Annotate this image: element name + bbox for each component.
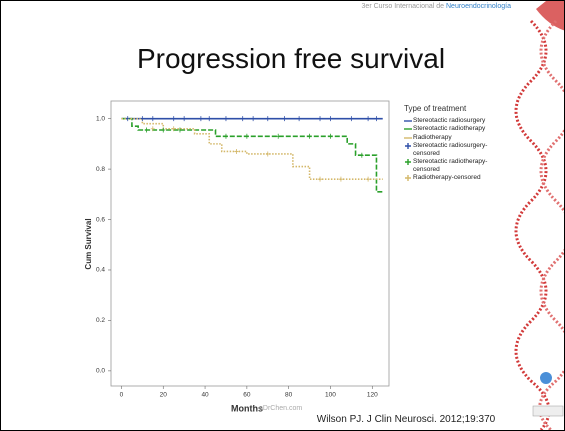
- censor-mark: [366, 177, 370, 182]
- y-axis-label: Cum Survival: [84, 218, 93, 269]
- y-tick-label: 0.0: [96, 368, 105, 375]
- legend-swatch-mark: [405, 175, 411, 181]
- censor-mark: [224, 116, 228, 121]
- legend-swatch: [404, 117, 412, 125]
- x-tick-label: 20: [160, 392, 168, 399]
- survival-curve: [121, 119, 382, 192]
- censor-mark: [251, 116, 255, 121]
- legend-label: Stereotactic radiotherapy: [413, 125, 485, 132]
- censor-mark: [339, 177, 343, 182]
- legend: Type of treatment Stereotactic radiosurge…: [404, 105, 496, 183]
- legend-entry: Stereotactic radiotherapy: [404, 125, 496, 133]
- legend-entry: Stereotactic radiotherapy-censored: [404, 158, 496, 173]
- censor-mark: [276, 134, 280, 139]
- x-tick-label: 100: [325, 392, 336, 399]
- legend-label: Radiotherapy: [413, 134, 452, 141]
- censor-mark: [241, 116, 245, 121]
- censor-mark: [266, 116, 270, 121]
- legend-swatch-mark: [405, 143, 411, 149]
- x-tick-label: 120: [367, 392, 378, 399]
- x-tick-label: 40: [201, 392, 209, 399]
- censor-mark: [297, 116, 301, 121]
- censor-mark: [366, 116, 370, 121]
- legend-label: Stereotactic radiosurgery: [413, 117, 485, 124]
- legend-label: Stereotactic radiosurgery-censored: [413, 142, 487, 157]
- y-tick-label: 0.4: [96, 267, 105, 274]
- legend-entry: Stereotactic radiosurgery-censored: [404, 142, 496, 157]
- censor-mark: [182, 116, 186, 121]
- legend-label: Stereotactic radiotherapy-censored: [413, 158, 487, 173]
- watermark: oDrChen.com: [259, 405, 302, 412]
- censor-mark: [151, 116, 155, 121]
- censor-mark: [360, 153, 364, 158]
- censor-mark: [161, 128, 165, 133]
- censor-mark: [199, 116, 203, 121]
- censor-mark: [145, 128, 149, 133]
- censor-mark: [266, 151, 270, 156]
- censor-mark: [318, 116, 322, 121]
- censor-mark: [126, 116, 130, 121]
- legend-swatch: [404, 174, 412, 182]
- legend-swatch: [404, 142, 412, 150]
- legend-entry: Stereotactic radiosurgery: [404, 117, 496, 125]
- slide: 3er Curso Internacional de Neuroendocrin…: [0, 0, 565, 431]
- x-tick-label: 60: [243, 392, 251, 399]
- censor-mark: [318, 177, 322, 182]
- x-tick-label: 0: [120, 392, 124, 399]
- survival-curve: [121, 119, 382, 180]
- censor-mark: [234, 149, 238, 154]
- y-tick-label: 0.6: [96, 216, 105, 223]
- legend-swatch: [404, 134, 412, 142]
- censor-mark: [308, 134, 312, 139]
- censor-mark: [245, 134, 249, 139]
- legend-title: Type of treatment: [404, 105, 496, 113]
- censor-mark: [224, 134, 228, 139]
- legend-entry: Radiotherapy-censored: [404, 174, 496, 182]
- x-tick-label: 80: [285, 392, 293, 399]
- censor-mark: [349, 116, 353, 121]
- censor-mark: [328, 116, 332, 121]
- y-tick-label: 0.8: [96, 166, 105, 173]
- censor-mark: [374, 116, 378, 121]
- censor-mark: [140, 116, 144, 121]
- y-tick-label: 1.0: [96, 115, 105, 122]
- censor-mark: [207, 116, 211, 121]
- legend-label: Radiotherapy-censored: [413, 174, 481, 181]
- y-tick-label: 0.2: [96, 317, 105, 324]
- legend-swatch: [404, 158, 412, 166]
- citation: Wilson PJ. J Clin Neurosci. 2012;19:370: [301, 414, 511, 425]
- legend-swatch: [404, 125, 412, 133]
- legend-swatch-mark: [405, 159, 411, 165]
- censor-mark: [328, 134, 332, 139]
- legend-entry: Radiotherapy: [404, 134, 496, 142]
- censor-mark: [172, 116, 176, 121]
- header-highlight: Neuroendocrinología: [446, 3, 511, 10]
- censor-mark: [282, 116, 286, 121]
